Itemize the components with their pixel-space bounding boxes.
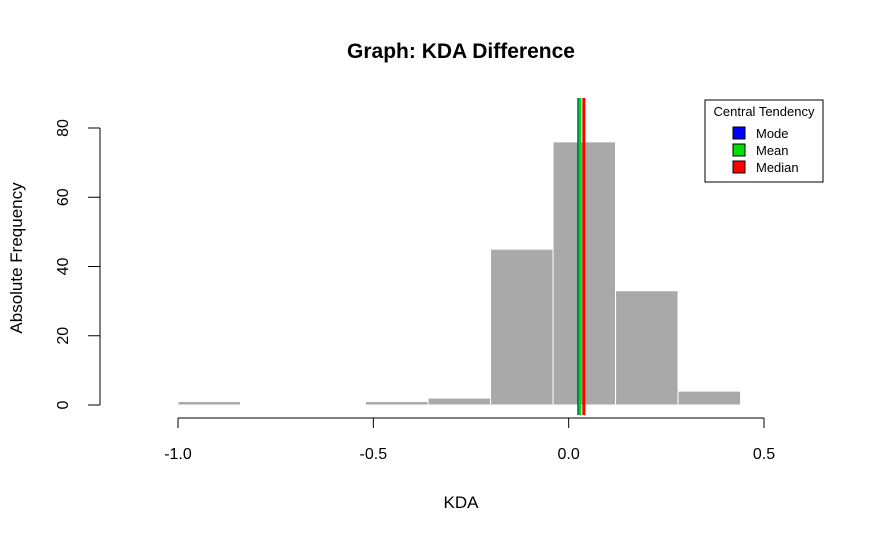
legend-title: Central Tendency: [714, 104, 815, 119]
legend: Central Tendency Mode Mean Median: [704, 99, 824, 183]
x-axis-label: KDA: [444, 493, 480, 512]
chart-title: Graph: KDA Difference: [347, 40, 575, 63]
histogram-bar-8: [677, 390, 742, 406]
x-tick-label: -1.0: [164, 446, 192, 463]
y-tick-label: 20: [55, 327, 72, 345]
x-tick-label: 0.0: [558, 446, 580, 463]
y-tick-label: 0: [55, 400, 72, 409]
histogram-bar-7: [615, 290, 679, 406]
mode-legend-swatch: [732, 126, 746, 140]
histogram-bar-4: [427, 397, 492, 406]
x-tick-label: -0.5: [360, 446, 388, 463]
y-tick-label: 60: [55, 188, 72, 206]
histogram-bars: [177, 141, 742, 406]
mode-legend-label: Mode: [756, 126, 789, 141]
histogram-bar-3: [365, 401, 429, 406]
x-axis: -1.0 -0.5 0.0 0.5: [164, 417, 775, 463]
mean-legend-label: Mean: [756, 143, 789, 158]
y-axis-label: Absolute Frequency: [7, 182, 26, 334]
legend-box: [704, 99, 824, 183]
legend-entries: Mode Mean Median: [732, 126, 799, 175]
central-tendency-lines: [577, 98, 586, 415]
median-legend-label: Median: [756, 160, 799, 175]
histogram-bar-0: [177, 401, 242, 406]
median-legend-swatch: [732, 160, 746, 174]
x-tick-label: 0.5: [753, 446, 775, 463]
y-tick-label: 40: [55, 258, 72, 276]
mean-legend-swatch: [732, 143, 746, 157]
y-axis: 0 20 40 60 80: [55, 119, 101, 409]
y-tick-label: 80: [55, 119, 72, 137]
histogram-bar-5: [490, 248, 554, 406]
